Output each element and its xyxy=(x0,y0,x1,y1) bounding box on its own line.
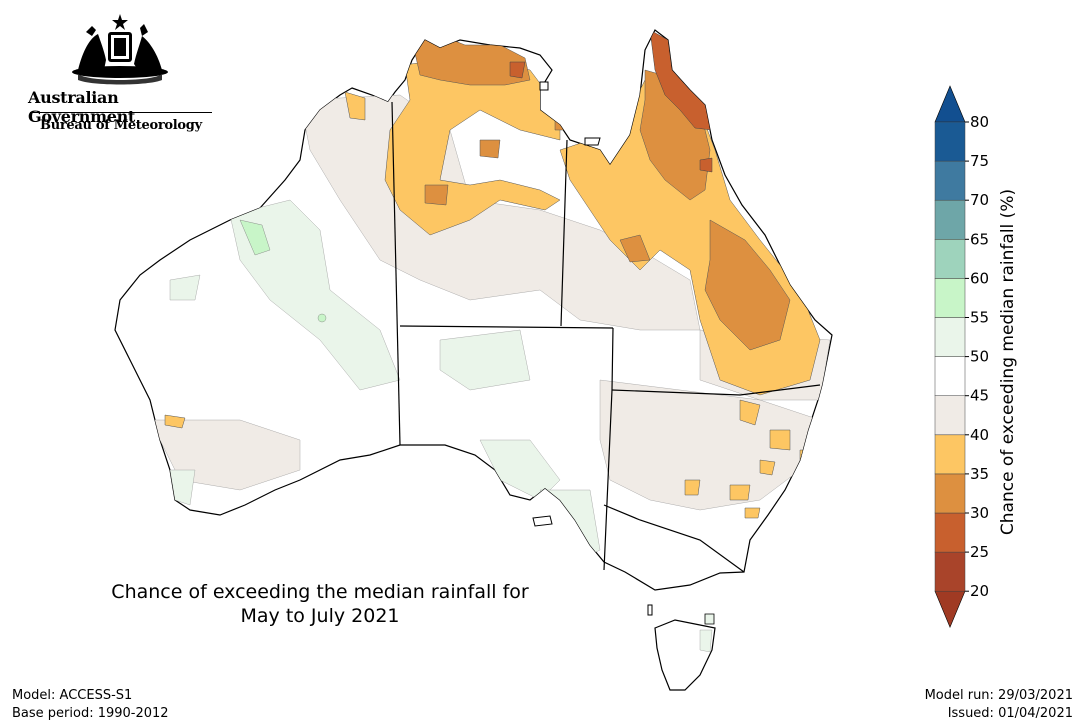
colorbar-tick-label: 50 xyxy=(970,348,989,366)
issued-date: Issued: 01/04/2021 xyxy=(947,706,1073,721)
map-title-line2: May to July 2021 xyxy=(240,605,400,627)
colorbar-bin xyxy=(934,199,966,240)
colorbar-bin xyxy=(934,278,966,318)
colorbar-tick-label: 75 xyxy=(970,152,989,170)
coat-of-arms-logo xyxy=(72,14,168,85)
colorbar-bin xyxy=(934,160,966,201)
colorbar-bin xyxy=(934,317,966,357)
colorbar-bin xyxy=(934,121,966,162)
divider xyxy=(30,112,212,113)
colorbar-label: Chance of exceeding median rainfall (%) xyxy=(998,188,1018,536)
australia-rainfall-map xyxy=(114,29,833,691)
colorbar-bin xyxy=(934,434,966,475)
colorbar-tick-label: 20 xyxy=(970,582,989,600)
colorbar-tick-label: 70 xyxy=(970,191,989,209)
colorbar-bin xyxy=(934,512,966,553)
colorbar-tick-label: 80 xyxy=(970,113,989,131)
colorbar-bin xyxy=(934,473,966,514)
colorbar-bin xyxy=(934,239,966,279)
colorbar-arrow-low xyxy=(934,590,966,628)
colorbar-tick-label: 65 xyxy=(970,230,989,248)
agency-label: Bureau of Meteorology xyxy=(40,118,202,133)
colorbar-tick-label: 35 xyxy=(970,465,989,483)
colorbar-tick-label: 30 xyxy=(970,504,989,522)
colorbar-legend: 20 25 30 35 40 45 50 55 60 65 70 75 80 xyxy=(934,85,989,628)
model-run-date: Model run: 29/03/2021 xyxy=(924,688,1073,703)
colorbar-tick-label: 60 xyxy=(970,269,989,287)
colorbar-tick-label: 40 xyxy=(970,426,989,444)
map-title-line1: Chance of exceeding the median rainfall … xyxy=(111,581,529,603)
colorbar-bin xyxy=(934,395,966,436)
colorbar-bin xyxy=(934,551,966,592)
colorbar-bin xyxy=(934,356,966,396)
government-label: Australian Government xyxy=(28,88,136,126)
footer-left: Model: ACCESS-S1 Base period: 1990-2012 xyxy=(12,687,169,723)
footer-right: Model run: 29/03/2021 Issued: 01/04/2021 xyxy=(925,687,1073,723)
colorbar-tick-label: 45 xyxy=(970,387,989,405)
colorbar-tick-label: 55 xyxy=(970,309,989,327)
base-period: Base period: 1990-2012 xyxy=(12,706,169,721)
colorbar-arrow-high xyxy=(934,85,966,123)
colorbar-tick-label: 25 xyxy=(970,543,989,561)
model-name: Model: ACCESS-S1 xyxy=(12,688,133,703)
map-title: Chance of exceeding the median rainfall … xyxy=(60,580,580,628)
